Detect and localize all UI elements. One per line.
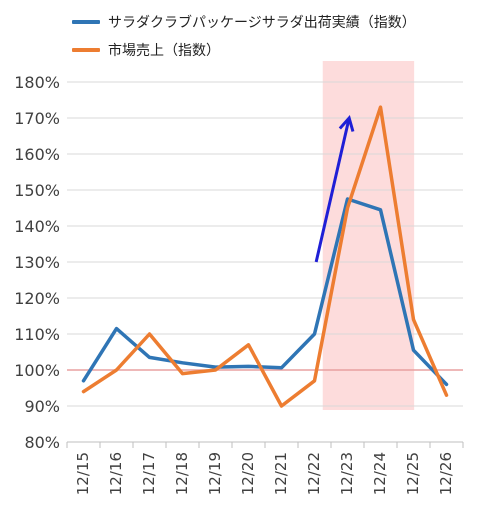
y-tick-label: 140%	[14, 217, 60, 236]
series-line-shipments	[81, 197, 449, 387]
annotation-arrow-head	[338, 114, 355, 132]
legend-swatch-shipments	[72, 20, 100, 24]
x-tick-label: 12/20	[239, 452, 257, 495]
y-tick-label: 100%	[14, 361, 60, 380]
y-tick-label: 150%	[14, 181, 60, 200]
legend: サラダクラブパッケージサラダ出荷実績（指数） 市場売上（指数）	[72, 10, 416, 66]
y-tick-label: 120%	[14, 289, 60, 308]
x-tick-label: 12/22	[305, 452, 323, 495]
legend-label-shipments: サラダクラブパッケージサラダ出荷実績（指数）	[108, 15, 416, 31]
y-tick-label: 130%	[14, 253, 60, 272]
x-tick-label: 12/26	[437, 452, 455, 495]
legend-label-market: 市場売上（指数）	[108, 43, 220, 59]
x-tick-label: 12/24	[371, 452, 389, 495]
x-tick-label: 12/23	[338, 452, 356, 495]
x-tick-label: 12/15	[74, 452, 92, 495]
legend-item-market: 市場売上（指数）	[72, 38, 416, 62]
y-tick-label: 110%	[14, 325, 60, 344]
x-tick-label: 12/25	[404, 452, 422, 495]
y-tick-label: 170%	[14, 109, 60, 128]
y-tick-label: 160%	[14, 145, 60, 164]
legend-swatch-market	[72, 48, 100, 52]
x-tick-label: 12/21	[272, 452, 290, 495]
x-tick-label: 12/19	[206, 452, 224, 495]
x-tick-label: 12/16	[107, 452, 125, 495]
legend-item-shipments: サラダクラブパッケージサラダ出荷実績（指数）	[72, 10, 416, 34]
series-line-market	[81, 105, 449, 408]
x-tick-label: 12/17	[140, 452, 158, 495]
y-tick-label: 80%	[24, 433, 60, 452]
y-tick-label: 180%	[14, 73, 60, 92]
annotation-arrow-shaft	[314, 117, 351, 263]
x-tick-label: 12/18	[173, 452, 191, 495]
y-tick-label: 90%	[24, 397, 60, 416]
